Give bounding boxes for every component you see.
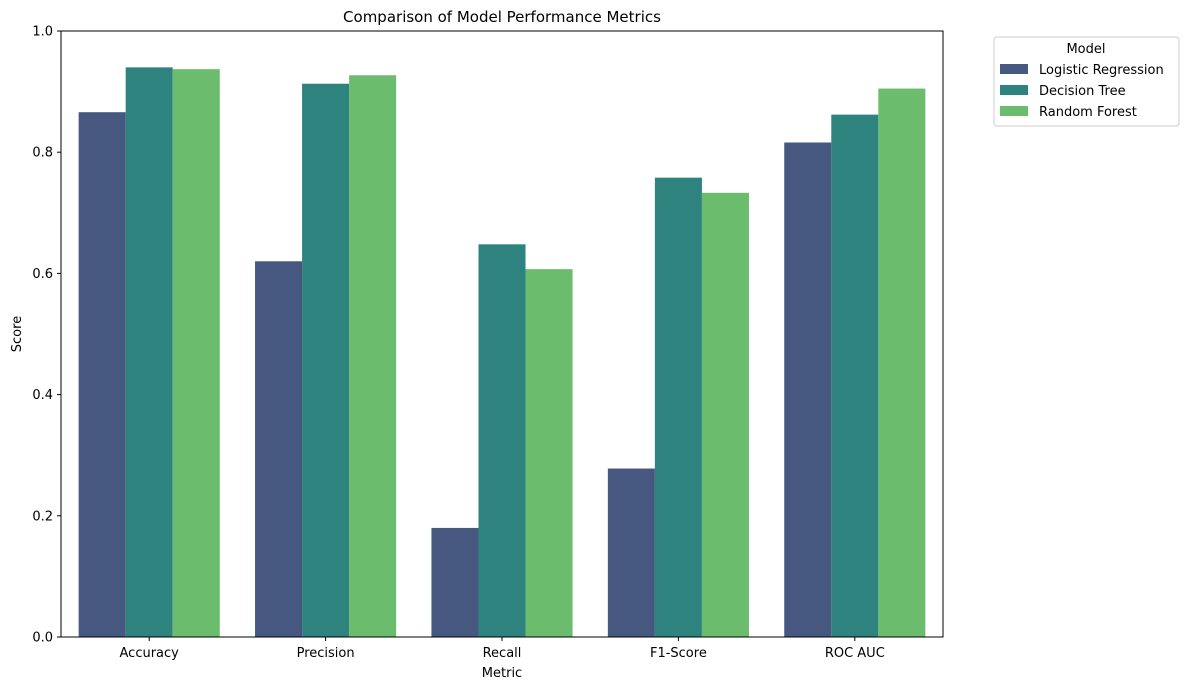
legend-swatch — [1000, 106, 1028, 116]
y-tick-label: 0.0 — [32, 631, 53, 646]
bar — [831, 114, 879, 637]
x-tick-label: F1-Score — [650, 646, 707, 661]
y-axis-label: Score — [10, 316, 25, 352]
bar — [654, 177, 702, 637]
y-tick-label: 1.0 — [32, 25, 53, 40]
bar — [78, 112, 126, 637]
bar — [607, 468, 655, 637]
bar — [784, 142, 832, 637]
bar — [255, 261, 303, 637]
x-tick-label: Accuracy — [120, 646, 180, 661]
x-axis: Accuracy Precision Recall F1-Score ROC AUC — [120, 637, 885, 661]
legend-frame — [993, 36, 1180, 127]
bar — [431, 527, 479, 637]
legend-label: Logistic Regression — [1039, 63, 1164, 78]
bar — [125, 67, 173, 638]
legend-title: Model — [1066, 42, 1105, 57]
y-axis: 0.0 0.2 0.4 0.6 0.8 1.0 — [32, 25, 61, 646]
bar — [525, 269, 573, 637]
x-tick-label: ROC AUC — [825, 646, 885, 661]
x-axis-label: Metric — [482, 666, 522, 681]
bar — [302, 83, 350, 638]
y-tick-label: 0.8 — [32, 146, 53, 161]
legend-items: Logistic Regression Decision Tree Random F… — [1000, 63, 1164, 120]
legend-label: Random Forest — [1039, 105, 1137, 120]
bar — [172, 69, 220, 638]
legend: Model Logistic Regression Decision Tree Ra… — [993, 36, 1180, 127]
x-tick-label: Precision — [297, 646, 355, 661]
chart-title: Comparison of Model Performance Metrics — [343, 8, 661, 26]
bars-layer — [78, 67, 926, 638]
y-tick-label: 0.6 — [32, 267, 53, 282]
bar — [478, 244, 526, 637]
bar — [878, 88, 926, 637]
y-tick-label: 0.2 — [32, 509, 53, 524]
legend-label: Decision Tree — [1039, 84, 1126, 99]
legend-swatch — [1000, 64, 1028, 74]
x-tick-label: Recall — [483, 646, 522, 661]
y-tick-label: 0.4 — [32, 388, 53, 403]
bar — [349, 75, 397, 638]
bar — [701, 192, 749, 638]
legend-swatch — [1000, 85, 1028, 95]
